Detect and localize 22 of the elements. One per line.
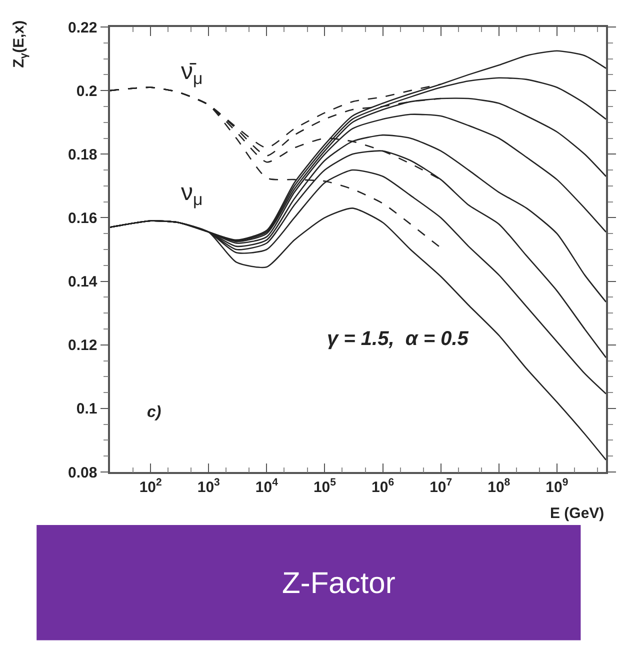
- y-tick-label: 0.2: [76, 82, 98, 100]
- y-tick-label: 0.1: [76, 400, 98, 418]
- x-tick-label: 10$^{5}$: [313, 476, 336, 496]
- x-tick-label: 10$^{7}$: [430, 476, 452, 496]
- y-tick-label: 0.14: [68, 274, 98, 291]
- annotation: γ = 1.5, α = 0.5: [327, 328, 470, 350]
- text: Z-Factor: [282, 567, 396, 600]
- y-tick-label: 0.16: [68, 210, 98, 227]
- y-tick-label: 0.08: [68, 464, 98, 482]
- x-tick-label: 10$^{3}$: [197, 476, 220, 496]
- x-tick-label: 10$^{8}$: [488, 476, 510, 496]
- x-axis-title: E (GeV): [550, 505, 604, 522]
- annotation: c): [147, 404, 162, 421]
- y-tick-label: 0.12: [68, 337, 98, 354]
- annotation: ν̄$_{μ}$: [181, 58, 203, 88]
- x-tick-label: 10$^{9}$: [546, 476, 568, 496]
- y-tick-label: 0.18: [68, 146, 98, 164]
- x-tick-label: 10$^{4}$: [255, 476, 278, 496]
- y-tick-label: 0.22: [68, 19, 98, 36]
- annotation: ν$_{μ}$: [181, 179, 203, 210]
- x-tick-label: 10$^{6}$: [372, 476, 394, 496]
- x-tick-label: 10$^{2}$: [139, 476, 162, 496]
